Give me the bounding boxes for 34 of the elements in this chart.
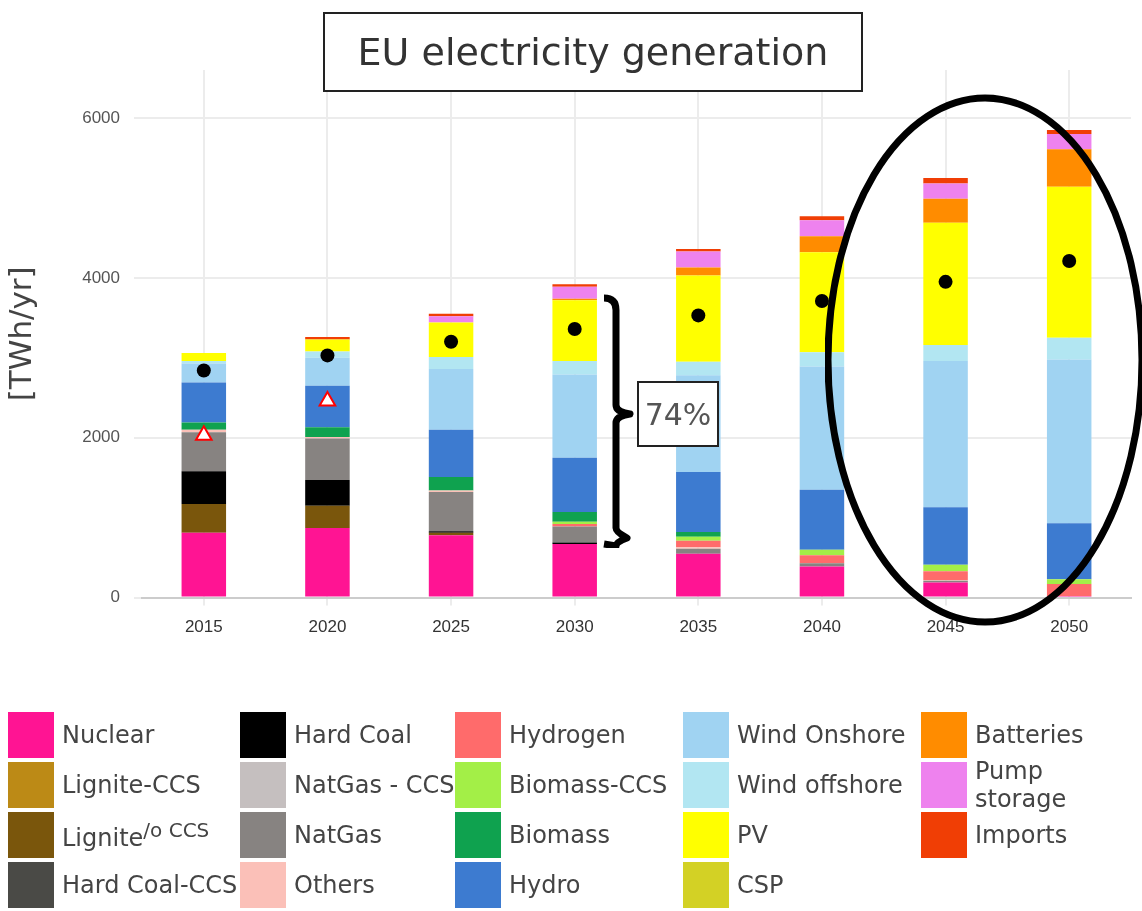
x-tick-label: 2045 — [926, 617, 965, 637]
x-tick-label: 2040 — [803, 617, 841, 637]
legend-label: Hard Coal — [294, 721, 412, 749]
y-tick-label: 0 — [110, 587, 120, 607]
legend-label: Hydro — [509, 871, 581, 899]
legend-label: PV — [737, 821, 768, 849]
x-tick-label: 2035 — [679, 617, 718, 637]
y-tick-label: 2000 — [82, 427, 120, 447]
legend-label: NatGas — [294, 821, 382, 849]
chart-title: EU electricity generation — [323, 12, 863, 92]
legend-label: Nuclear — [62, 721, 155, 749]
x-tick-label: 2030 — [555, 617, 594, 637]
y-axis-title: [TWh/yr] — [1, 266, 38, 402]
y-tick-label: 6000 — [82, 107, 120, 127]
legend-label: Lignite-CCS — [62, 771, 201, 799]
legend-label: Pump storage — [975, 757, 1068, 813]
legend-label: CSP — [737, 871, 784, 899]
legend-label: Hard Coal-CCS — [62, 871, 238, 899]
legend-label: Hydrogen — [509, 721, 626, 749]
legend-label: Others — [294, 871, 375, 899]
legend-label: Biomass — [509, 821, 610, 849]
legend-label: Biomass-CCS — [509, 771, 668, 799]
legend-label: Imports — [975, 821, 1068, 849]
legend-label: Wind Onshore — [737, 721, 906, 749]
legend-label: Wind offshore — [737, 771, 903, 799]
x-tick-label: 2025 — [432, 617, 470, 637]
annotation: 74% — [637, 381, 719, 447]
legend-label: NatGas - CCS — [294, 771, 455, 799]
y-tick-label: 4000 — [82, 267, 120, 287]
x-tick-label: 2015 — [184, 617, 223, 637]
x-tick-label: 2050 — [1050, 617, 1089, 637]
legend-label: Lignite$^{/o CCS}$ — [62, 818, 210, 852]
legend-label: Batteries — [975, 721, 1084, 749]
x-tick-label: 2020 — [308, 617, 347, 637]
